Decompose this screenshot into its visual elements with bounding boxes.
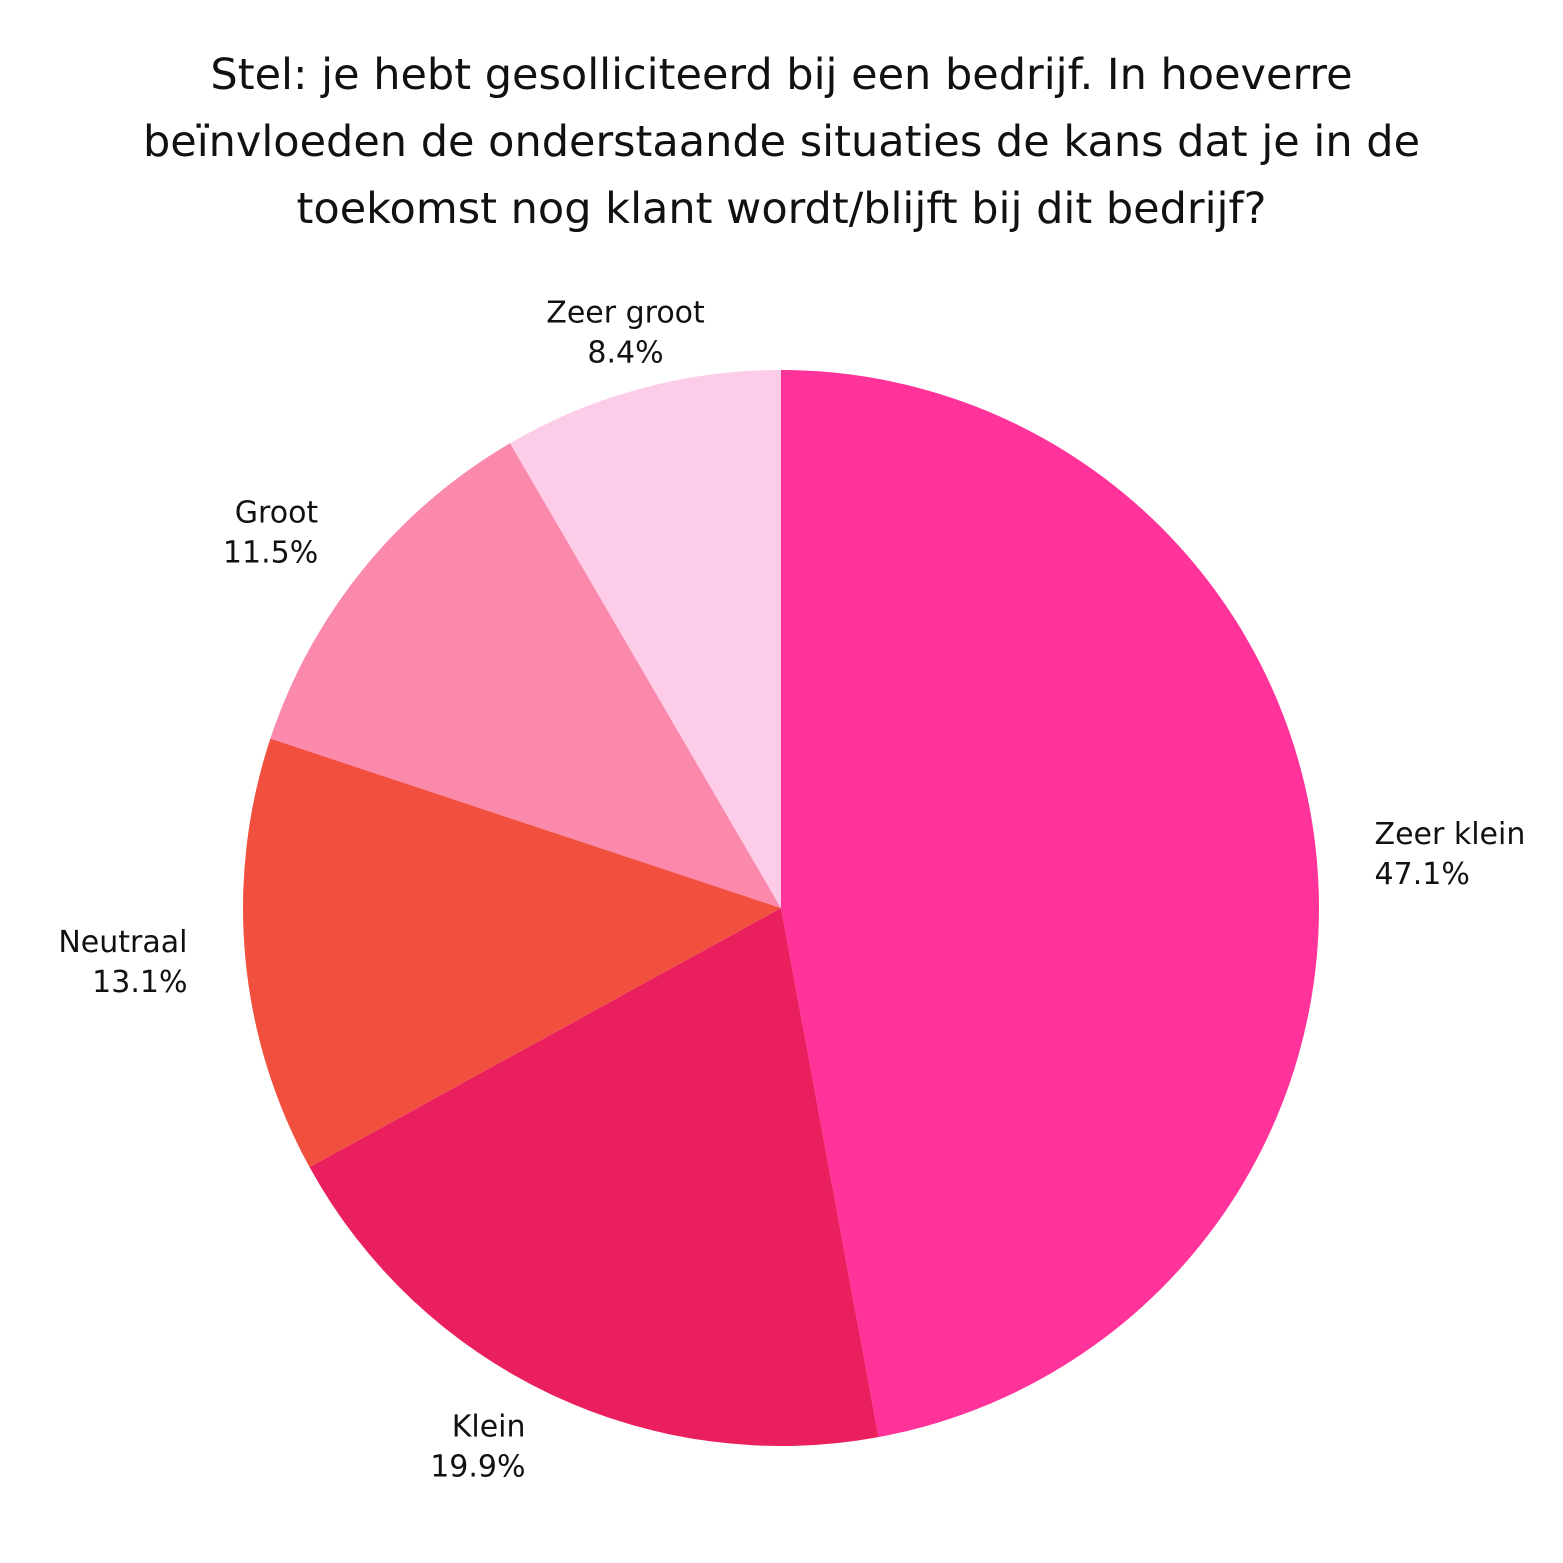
- pie-slice-neutraal: [242, 738, 782, 1168]
- slice-value-neutraal: 13.1%: [92, 965, 187, 1000]
- slice-label-groot: Groot: [235, 495, 319, 530]
- pie-slice-klein: [309, 908, 879, 1446]
- chart-title-line-1: Stel: je hebt gesolliciteerd bij een bed…: [210, 50, 1353, 100]
- pie-slice-zeer-klein: [781, 370, 1319, 1438]
- slice-value-zeer-groot: 8.4%: [587, 336, 663, 371]
- pie-slice-zeer-groot: [510, 370, 781, 908]
- slice-value-zeer-klein: 47.1%: [1375, 857, 1470, 892]
- slice-label-zeer-groot: Zeer groot: [546, 296, 705, 331]
- slice-label-klein: Klein: [452, 1409, 526, 1444]
- pie-labels: Zeer klein 47.1% Klein 19.9% Neutraal 13.1% Gr…: [58, 296, 1525, 1485]
- chart-title: Stel: je hebt gesolliciteerd bij een bed…: [0, 42, 1563, 243]
- chart-title-line-3: toekomst nog klant wordt/blijft bij dit …: [296, 184, 1267, 234]
- pie-slices: [242, 370, 1319, 1446]
- slice-label-neutraal: Neutraal: [58, 925, 187, 960]
- pie-slice-groot: [270, 443, 781, 908]
- slice-value-groot: 11.5%: [223, 535, 318, 570]
- slice-label-zeer-klein: Zeer klein: [1375, 817, 1526, 852]
- slice-value-klein: 19.9%: [430, 1449, 525, 1484]
- chart-title-line-2: beïnvloeden de onderstaande situaties de…: [142, 117, 1421, 167]
